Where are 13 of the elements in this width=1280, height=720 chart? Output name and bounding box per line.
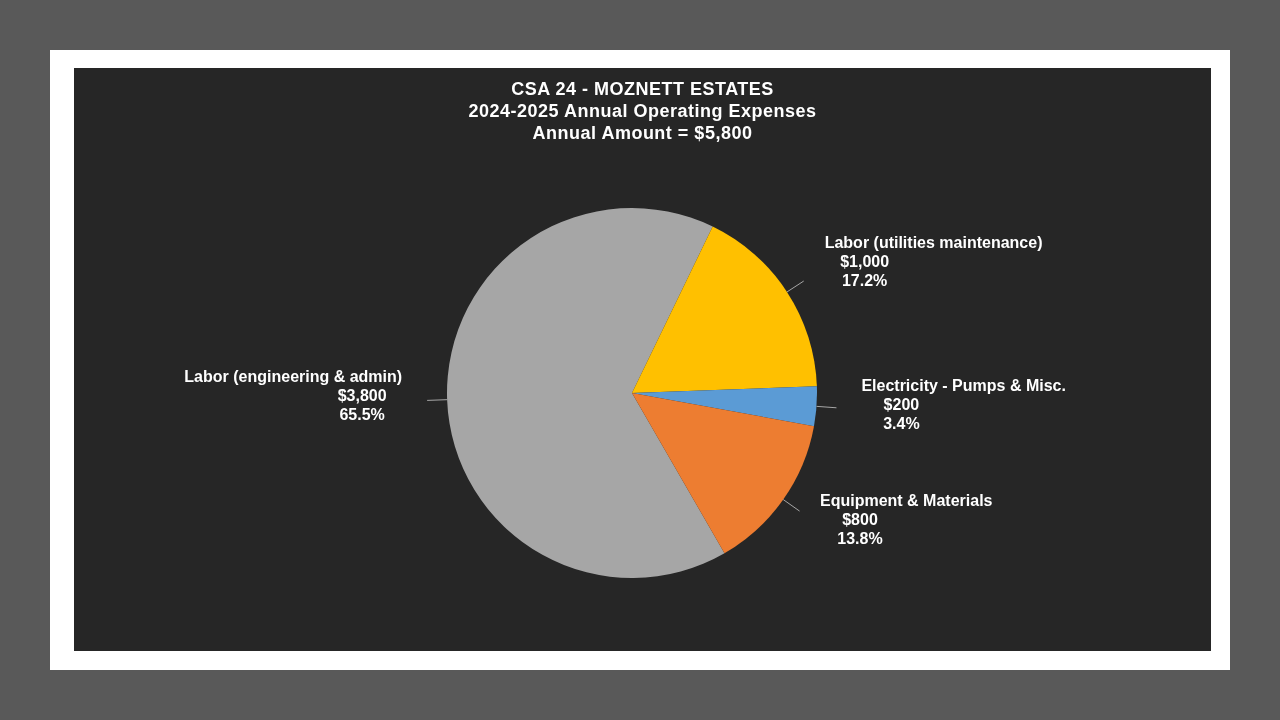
- data-label: $3,800 65.5%: [337, 387, 387, 424]
- slice-label: Labor (utilities maintenance): [824, 234, 1043, 252]
- chart-title: CSA 24 - MOZNETT ESTATES 2024-2025 Annual Operating Expenses Annual Amount = $5,800: [467, 78, 818, 144]
- pie-slice: [447, 208, 725, 578]
- pie-slice: [632, 226, 817, 393]
- data-label: $800 13.8%: [837, 511, 883, 548]
- pie-slice: [632, 393, 814, 554]
- slice-label: Labor (engineering & admin): [184, 368, 403, 386]
- slice-label: Equipment & Materials: [820, 492, 993, 510]
- data-label: $200 3.4%: [883, 395, 920, 432]
- pie-slice: [632, 386, 817, 427]
- data-label: $1,000 17.2%: [840, 253, 890, 290]
- slice-label: Electricity - Pumps & Misc.: [861, 376, 1066, 394]
